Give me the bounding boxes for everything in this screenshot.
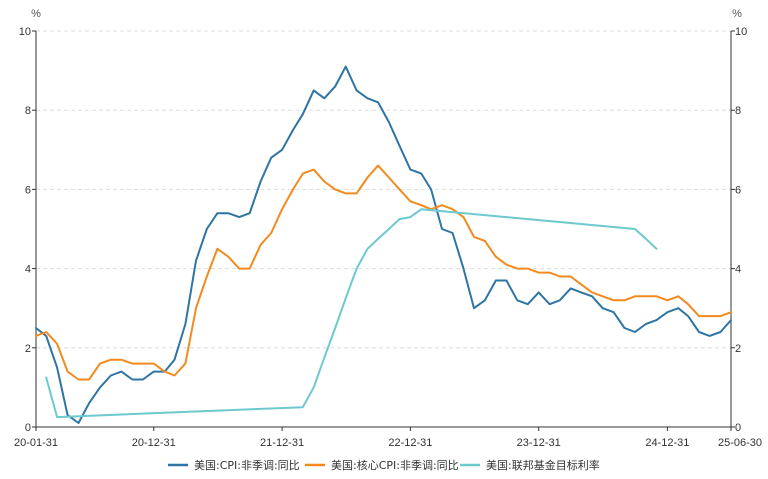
- y-tick-label-right: 8: [735, 105, 741, 117]
- series-line-1: [35, 65, 732, 424]
- y-tick-label-left: 4: [25, 264, 31, 276]
- legend-label: 美国:CPI:非季调:同比: [194, 459, 300, 472]
- y-tick-label-left: 8: [25, 105, 31, 117]
- legend-label: 美国:联邦基金目标利率: [486, 458, 600, 472]
- y-tick-label-right: 10: [735, 26, 747, 38]
- x-tick-label: 20-01-31: [14, 437, 58, 449]
- gridlines: [36, 30, 731, 349]
- y-tick-label-right: 2: [735, 343, 741, 355]
- y-tick-label-right: 4: [735, 264, 741, 276]
- y-tick-label-right: 6: [735, 184, 741, 196]
- y-tick-label-left: 6: [25, 184, 31, 196]
- x-tick-label: 22-12-31: [388, 437, 432, 449]
- x-tick-label: 20-12-31: [132, 437, 176, 449]
- y-tick-label-right: 0: [735, 422, 741, 434]
- x-tick-label: 25-06-30: [718, 437, 762, 449]
- left-axis-unit: %: [31, 8, 41, 20]
- y-tick-label-left: 2: [25, 343, 31, 355]
- series-line-2: [35, 164, 732, 381]
- series-line-3: [45, 208, 658, 419]
- x-tick-label: 24-12-31: [645, 437, 689, 449]
- x-tick-label: 23-12-31: [517, 437, 561, 449]
- y-tick-label-left: 10: [19, 26, 31, 38]
- right-axis-unit: %: [732, 8, 742, 20]
- x-tick-label: 21-12-31: [260, 437, 304, 449]
- y-tick-label-left: 0: [25, 422, 31, 434]
- legend: 美国:CPI:非季调:同比 美国:核心CPI:非季调:同比 美国:联邦基金目标利率: [168, 458, 600, 472]
- series-lines: [35, 65, 732, 424]
- legend-label: 美国:核心CPI:非季调:同比: [331, 458, 459, 472]
- axes: 0 0 2 2 4 4 6 6 8 8 10 10% % 20-01-31 20-12-31 21-12-31…: [14, 8, 762, 449]
